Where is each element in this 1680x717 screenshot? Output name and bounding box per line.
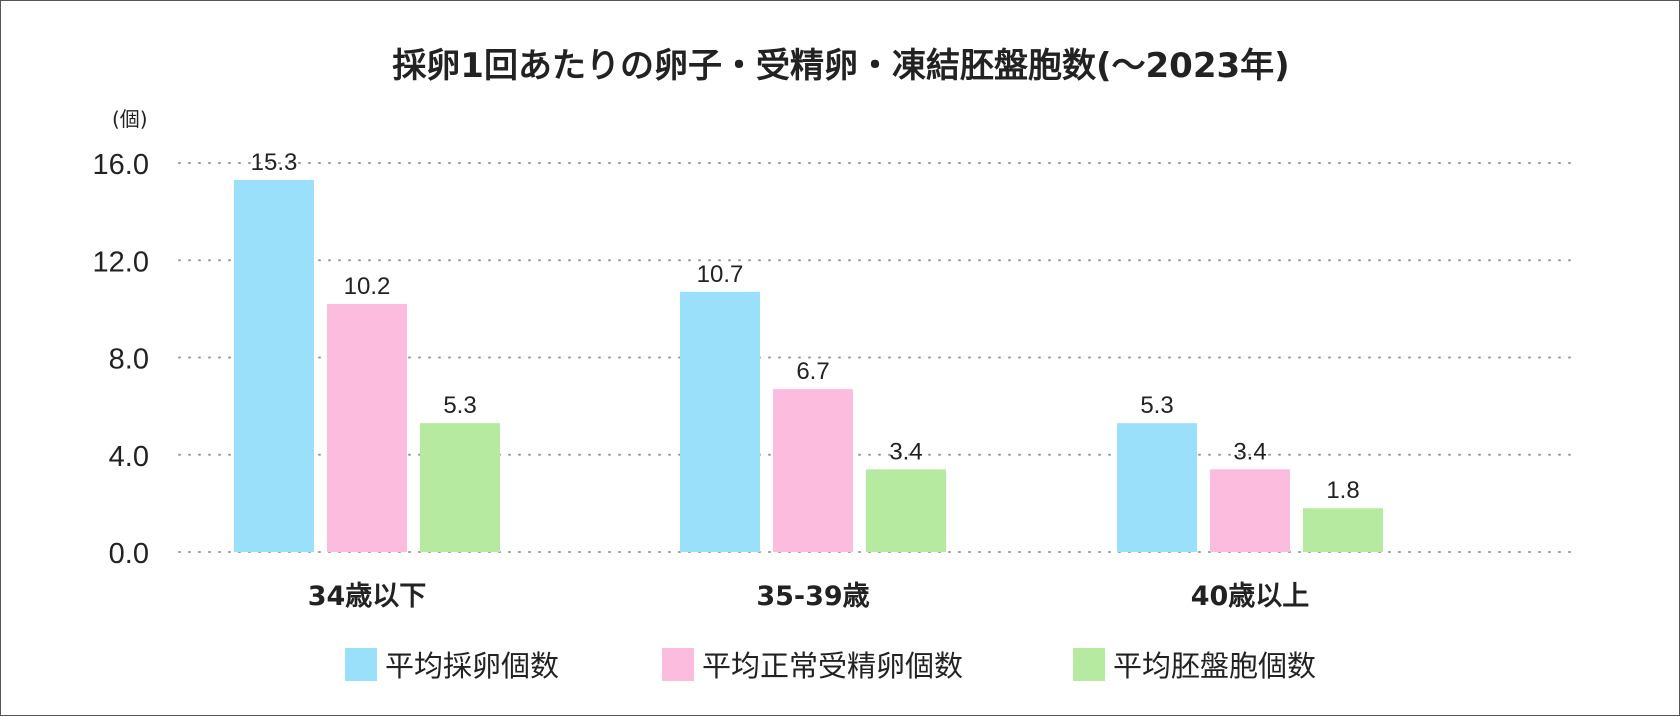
bars — [234, 180, 1383, 553]
bar — [773, 389, 853, 552]
data-label: 10.2 — [344, 273, 391, 300]
data-labels: 15.3 10.2 5.3 10.7 6.7 3.4 5.3 3.4 1.8 — [251, 149, 1360, 504]
y-axis-ticks: 0.0 4.0 8.0 12.0 16.0 — [93, 149, 149, 570]
bar — [680, 291, 760, 552]
data-label: 15.3 — [251, 149, 298, 176]
x-category-label: 35-39歳 — [756, 581, 869, 612]
data-label: 3.4 — [889, 438, 922, 465]
x-category-label: 34歳以下 — [308, 581, 427, 612]
bar — [1117, 423, 1197, 552]
bar — [234, 180, 314, 553]
legend: 平均採卵個数 平均正常受精卵個数 平均胚盤胞個数 — [345, 648, 1316, 683]
legend-swatch — [345, 648, 377, 681]
bar — [1303, 508, 1383, 552]
data-label: 6.7 — [796, 358, 829, 385]
y-tick-label: 4.0 — [109, 441, 149, 473]
y-axis-unit-label: (個) — [112, 107, 148, 131]
y-tick-label: 8.0 — [109, 344, 149, 376]
bar — [1210, 469, 1290, 552]
data-label: 5.3 — [443, 392, 476, 419]
data-label: 3.4 — [1233, 438, 1266, 465]
y-tick-label: 0.0 — [109, 538, 149, 570]
bar — [327, 304, 407, 552]
bar — [866, 469, 946, 552]
chart-title: 採卵1回あたりの卵子・受精卵・凍結胚盤胞数(〜2023年) — [392, 46, 1289, 86]
legend-label: 平均採卵個数 — [385, 649, 559, 683]
legend-swatch — [662, 648, 694, 681]
legend-swatch — [1073, 648, 1105, 681]
bar — [420, 423, 500, 552]
y-tick-label: 16.0 — [93, 149, 149, 181]
x-category-label: 40歳以上 — [1191, 581, 1310, 612]
x-axis-categories: 34歳以下 35-39歳 40歳以上 — [308, 581, 1310, 612]
data-label: 10.7 — [697, 261, 744, 288]
data-label: 5.3 — [1140, 392, 1173, 419]
data-label: 1.8 — [1326, 477, 1359, 504]
legend-label: 平均正常受精卵個数 — [702, 649, 963, 683]
legend-label: 平均胚盤胞個数 — [1113, 649, 1316, 683]
y-tick-label: 12.0 — [93, 246, 149, 278]
